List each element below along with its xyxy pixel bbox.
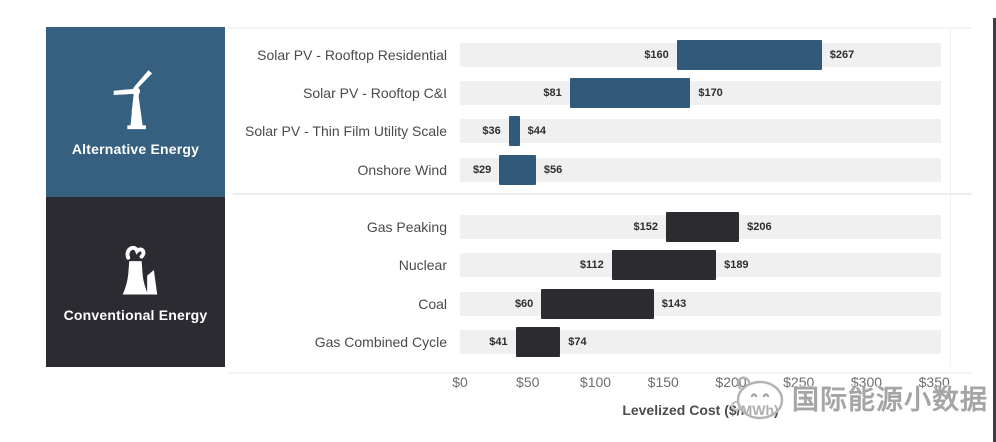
max-value-label: $56 <box>543 164 563 176</box>
group-label-alternative: Alternative Energy <box>71 141 200 157</box>
bar-track: $36 $44 <box>460 116 941 146</box>
chart-panel-right-border <box>950 27 951 367</box>
chart-panel-border <box>228 27 972 374</box>
min-value-label: $36 <box>482 125 501 137</box>
cost-range-bar <box>499 155 536 185</box>
x-axis-tick-label: $250 <box>783 374 815 390</box>
x-axis-tick-label: $300 <box>850 374 883 390</box>
x-axis-tick-label: $200 <box>715 374 747 390</box>
max-value-label: $206 <box>747 221 772 233</box>
max-value-label: $189 <box>724 259 749 271</box>
cost-range-bar <box>569 78 691 108</box>
row-label: Coal <box>418 296 447 312</box>
row-label: Nuclear <box>398 257 447 273</box>
min-value-label: $160 <box>644 49 669 61</box>
chart-row: Solar PV - Rooftop Residential $160 $267 <box>0 40 996 70</box>
chart-row: Solar PV - Thin Film Utility Scale $36 $44 <box>0 116 996 146</box>
bar-track: $152 $206 <box>460 212 941 242</box>
row-label: Onshore Wind <box>357 162 447 178</box>
min-value-label: $112 <box>579 259 604 271</box>
cost-range-bar <box>515 327 561 357</box>
row-label: Solar PV - Thin Film Utility Scale <box>244 123 447 139</box>
cost-range-bar <box>541 289 654 319</box>
max-value-label: $44 <box>527 125 546 137</box>
x-axis-tick-label: $350 <box>918 374 950 390</box>
x-axis-tick-label: $0 <box>452 374 468 390</box>
min-value-label: $29 <box>472 164 492 176</box>
chart-row: Gas Combined Cycle $41 $74 <box>0 327 996 357</box>
cost-range-bar <box>665 212 740 242</box>
wind-turbine-icon <box>105 67 167 133</box>
x-axis-title: Levelized Cost ($/MWh) <box>622 402 779 418</box>
min-value-label: $41 <box>489 336 508 348</box>
chart-row: Nuclear $112 $189 <box>0 250 996 280</box>
cost-range-bar <box>611 250 717 280</box>
bar-track: $60 $143 <box>460 289 941 319</box>
x-axis-tick-label: $100 <box>579 374 612 390</box>
bar-track: $112 $189 <box>460 250 941 280</box>
group-separator-line <box>233 193 972 195</box>
group-block-alternative-energy: Alternative Energy <box>46 27 225 197</box>
x-axis-tick-label: $150 <box>647 374 679 390</box>
bar-track: $29 $56 <box>460 155 941 185</box>
min-value-label: $152 <box>633 221 658 233</box>
cost-range-bar <box>508 116 520 146</box>
chart-row: Onshore Wind $29 $56 <box>0 155 996 185</box>
chart-row: Gas Peaking $152 $206 <box>0 212 996 242</box>
group-label-conventional: Conventional Energy <box>63 307 208 323</box>
screen-edge-scrollbar-line <box>993 18 996 442</box>
x-axis: $0 $50 $100 $150 $200 $250 $300 $350 Levelized … <box>452 374 950 434</box>
max-value-label: $170 <box>698 87 723 99</box>
cost-range-bar <box>676 40 822 70</box>
chart-row: Solar PV - Rooftop C&I $81 $170 <box>0 78 996 108</box>
row-label: Solar PV - Rooftop C&I <box>303 85 447 101</box>
x-axis-tick-label: $50 <box>516 374 540 390</box>
bar-track: $160 $267 <box>460 40 941 70</box>
group-block-conventional-energy: Conventional Energy <box>46 197 225 367</box>
bar-track: $41 $74 <box>460 327 941 357</box>
min-value-label: $60 <box>514 298 534 310</box>
max-value-label: $74 <box>568 336 587 348</box>
max-value-label: $267 <box>829 49 855 61</box>
min-value-label: $81 <box>543 87 562 99</box>
chart-row: Coal $60 $143 <box>0 289 996 319</box>
bar-track: $81 $170 <box>460 78 941 108</box>
max-value-label: $143 <box>661 298 687 310</box>
power-plant-icon <box>108 241 164 299</box>
row-label: Gas Combined Cycle <box>314 334 447 350</box>
row-label: Solar PV - Rooftop Residential <box>257 47 447 63</box>
row-label: Gas Peaking <box>366 219 447 235</box>
